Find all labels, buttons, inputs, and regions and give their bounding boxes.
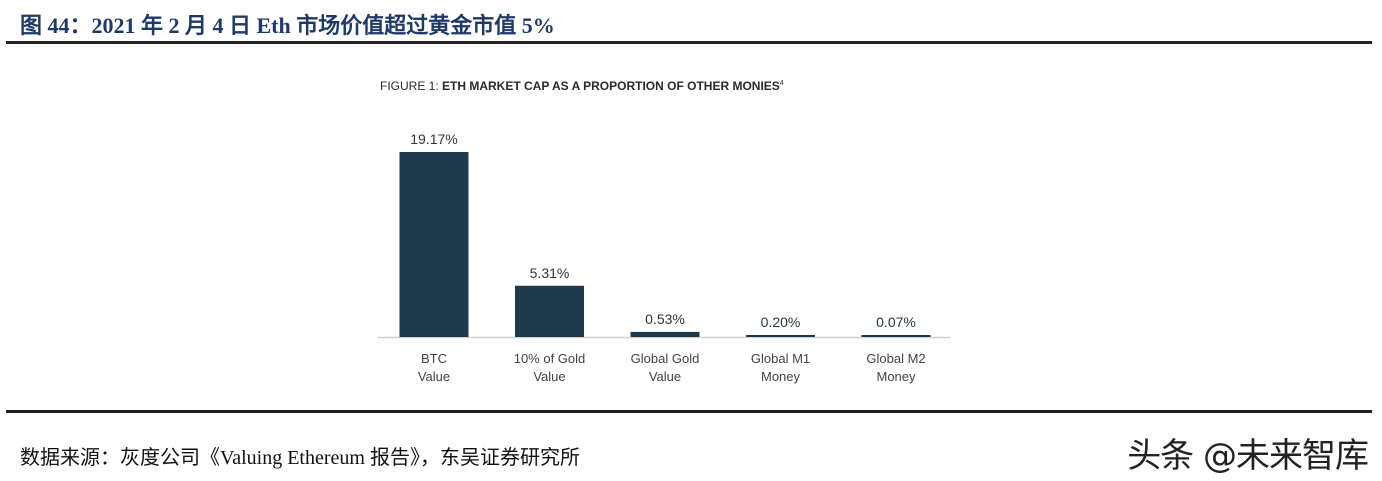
category-label-2-0: Global Gold (631, 351, 700, 366)
bar-2 (630, 331, 700, 337)
bar-0 (399, 152, 469, 337)
watermark: 头条 @未来智库 (1127, 436, 1369, 476)
bar-3 (746, 335, 815, 337)
chart-title-prefix: FIGURE 1: (380, 79, 443, 93)
bar-1 (515, 285, 584, 337)
chart-title: FIGURE 1: ETH MARKET CAP AS A PROPORTION… (380, 79, 784, 93)
data-label-2: 0.53% (645, 311, 685, 327)
category-label-2-1: Value (649, 369, 681, 384)
figure-title: 图 44：2021 年 2 月 4 日 Eth 市场价值超过黄金市值 5% (20, 13, 555, 38)
data-source-note: 数据来源：灰度公司《Valuing Ethereum 报告》，东吴证券研究所 (20, 447, 580, 469)
category-label-4-1: Money (876, 369, 916, 384)
category-label-3-0: Global M1 (751, 351, 810, 366)
chart-title-main: ETH MARKET CAP AS A PROPORTION OF OTHER … (442, 79, 780, 93)
category-label-0-0: BTC (421, 351, 447, 366)
bottom-divider (6, 410, 1372, 413)
category-label-1-1: Value (533, 369, 565, 384)
category-label-1-0: 10% of Gold (514, 351, 586, 366)
data-label-3: 0.20% (761, 314, 801, 330)
bar-4 (861, 335, 931, 337)
category-label-4-0: Global M2 (866, 351, 925, 366)
data-label-1: 5.31% (530, 265, 570, 281)
top-divider (6, 41, 1372, 44)
category-label-0-1: Value (418, 369, 450, 384)
chart-title-footnote: 4 (779, 80, 784, 87)
data-label-4: 0.07% (876, 314, 916, 330)
category-label-3-1: Money (761, 369, 801, 384)
data-label-0: 19.17% (410, 131, 457, 147)
